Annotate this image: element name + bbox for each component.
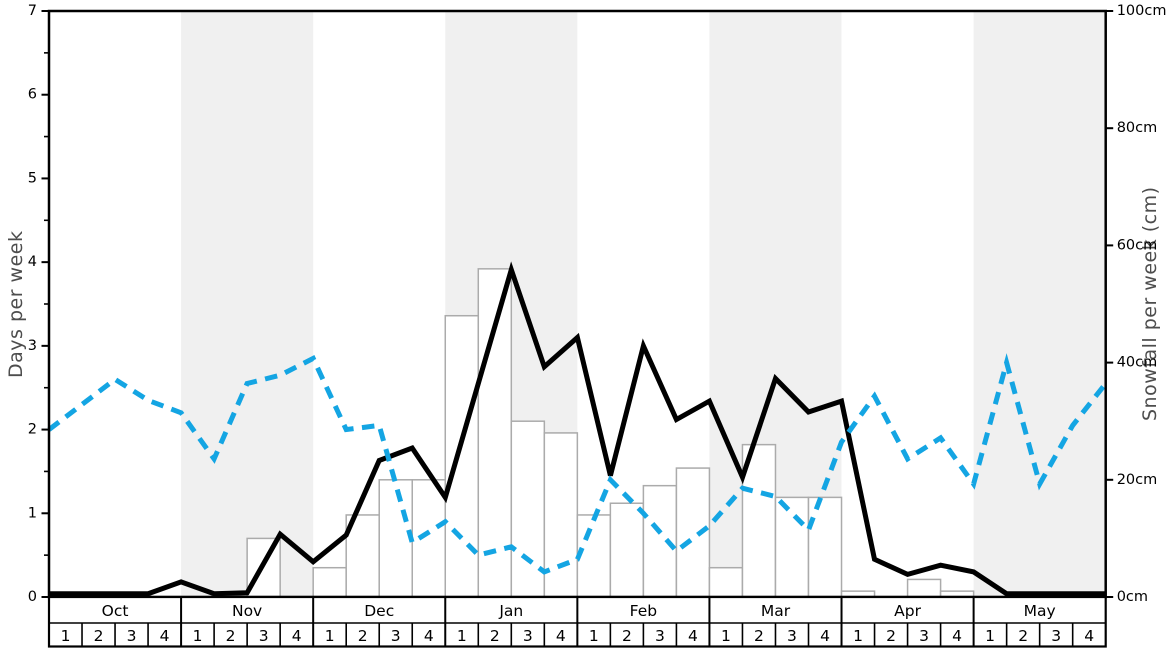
snowfall-bar (411, 479, 447, 598)
week-label: 3 (787, 627, 797, 645)
snowfall-bar (576, 514, 612, 598)
week-label: 4 (292, 627, 302, 645)
snowfall-bars (246, 268, 975, 598)
week-label: 1 (325, 627, 335, 645)
week-label: 4 (556, 627, 566, 645)
week-label: 3 (523, 627, 533, 645)
left-tick-label: 2 (28, 422, 37, 438)
week-label: 1 (985, 627, 995, 645)
week-label: 2 (622, 627, 632, 645)
week-label: 2 (886, 627, 896, 645)
week-label: 3 (1051, 627, 1061, 645)
week-label: 4 (688, 627, 698, 645)
snowfall-bar (609, 502, 645, 598)
x-axis-table: Oct 1 2 3 4 Nov 1 2 3 4 Dec 1 2 3 4 Jan 1 2 3 4 Feb 1 2 3 4 Mar 1 2… (47, 595, 1107, 648)
left-tick-label: 7 (28, 3, 37, 19)
snowfall-bar (642, 484, 678, 598)
left-tick-label: 3 (28, 338, 37, 354)
week-label: 3 (391, 627, 401, 645)
snowfall-bar (774, 496, 810, 598)
week-label: 4 (820, 627, 830, 645)
left-axis-ticks: 0 1 2 3 4 5 6 7 (28, 3, 49, 605)
month-label: Oct (102, 602, 129, 620)
month-label: Mar (761, 602, 791, 620)
snowfall-bar (741, 443, 777, 598)
snowfall-bar (312, 566, 347, 598)
left-tick-label: 6 (28, 87, 37, 103)
week-label: 3 (655, 627, 665, 645)
month-label: Feb (630, 602, 657, 620)
week-label: 2 (226, 627, 236, 645)
snowfall-bar (378, 479, 413, 598)
week-label: 4 (160, 627, 170, 645)
right-tick-label: 80cm (1117, 120, 1158, 136)
left-tick-label: 0 (28, 589, 37, 605)
month-label: Jan (498, 602, 523, 620)
week-label: 2 (490, 627, 500, 645)
week-label: 2 (358, 627, 368, 645)
month-label: May (1024, 602, 1056, 620)
snowfall-bar (807, 496, 843, 598)
right-tick-label: 100cm (1117, 3, 1167, 19)
week-label: 1 (853, 627, 863, 645)
week-label: 1 (61, 627, 71, 645)
week-label: 3 (259, 627, 269, 645)
snowfall-bar (906, 578, 942, 598)
snowfall-bar (444, 314, 480, 598)
snowfall-bar (708, 566, 744, 598)
week-label: 3 (919, 627, 929, 645)
month-band (181, 11, 314, 597)
left-tick-label: 4 (28, 254, 37, 270)
week-label: 1 (721, 627, 731, 645)
left-tick-label: 1 (28, 505, 37, 521)
right-tick-label: 40cm (1117, 355, 1158, 371)
week-label: 1 (589, 627, 599, 645)
right-tick-label: 60cm (1117, 237, 1158, 253)
week-label: 4 (424, 627, 434, 645)
week-label: 2 (1018, 627, 1028, 645)
snow-days-line (49, 261, 1106, 597)
week-label: 4 (952, 627, 962, 645)
snowfall-bar (543, 432, 579, 598)
month-label: Nov (232, 602, 262, 620)
week-label: 2 (754, 627, 764, 645)
week-label: 3 (127, 627, 137, 645)
right-axis-ticks: 0cm 20cm 40cm 60cm 80cm 100cm (1105, 3, 1167, 605)
week-label: 2 (94, 627, 104, 645)
month-label: Apr (894, 602, 921, 620)
right-tick-label: 20cm (1117, 472, 1158, 488)
left-tick-label: 5 (28, 170, 37, 186)
month-label: Dec (364, 602, 394, 620)
week-label: 4 (1084, 627, 1094, 645)
blue-dashed-line (47, 353, 1108, 575)
month-band (973, 11, 1106, 597)
week-label: 1 (193, 627, 203, 645)
right-tick-label: 0cm (1117, 589, 1148, 605)
week-label: 1 (457, 627, 467, 645)
